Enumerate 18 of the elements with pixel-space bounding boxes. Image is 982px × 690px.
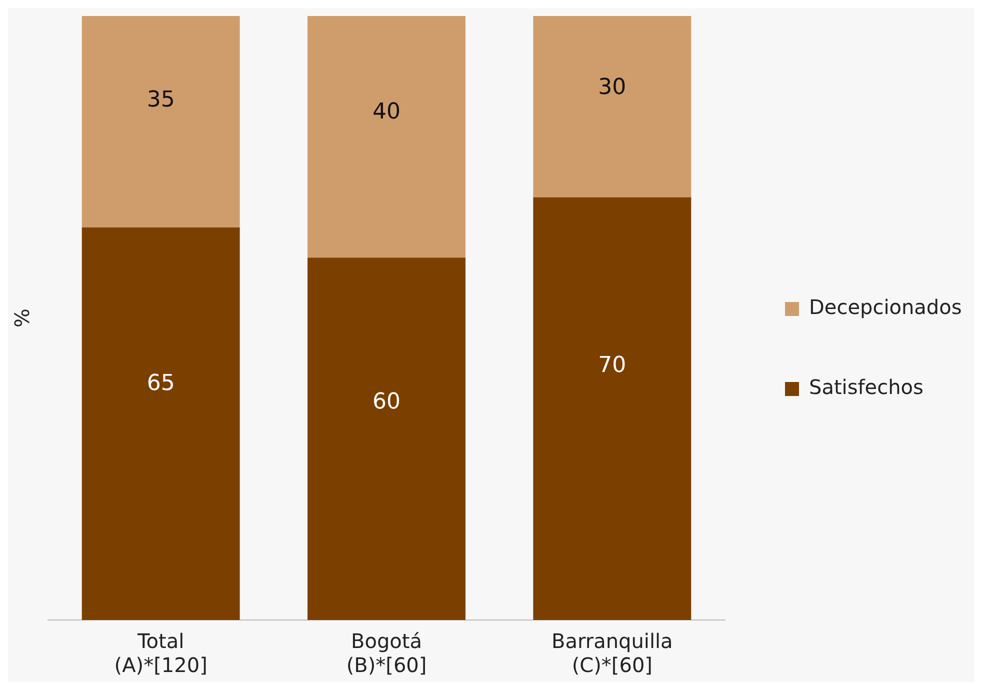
bar [308, 258, 466, 620]
data-label: 35 [146, 87, 175, 112]
data-label: 40 [372, 99, 400, 124]
bar [308, 16, 466, 258]
bar [82, 227, 240, 620]
x-tick-label: Barranquilla (C)*[60] [552, 629, 673, 678]
data-label: 60 [372, 389, 400, 414]
x-tick-label: Bogotá (B)*[60] [346, 629, 427, 678]
legend-label: Satisfechos [809, 375, 924, 400]
data-label: 65 [146, 371, 175, 396]
bar [533, 197, 692, 620]
bar [82, 16, 240, 228]
y-axis-title: % [10, 308, 34, 328]
data-label: 30 [598, 75, 626, 100]
x-tick-label: Total (A)*[120] [114, 629, 208, 678]
legend-label: Decepcionados [809, 295, 962, 320]
data-label: 70 [598, 353, 626, 378]
bar [533, 16, 692, 198]
